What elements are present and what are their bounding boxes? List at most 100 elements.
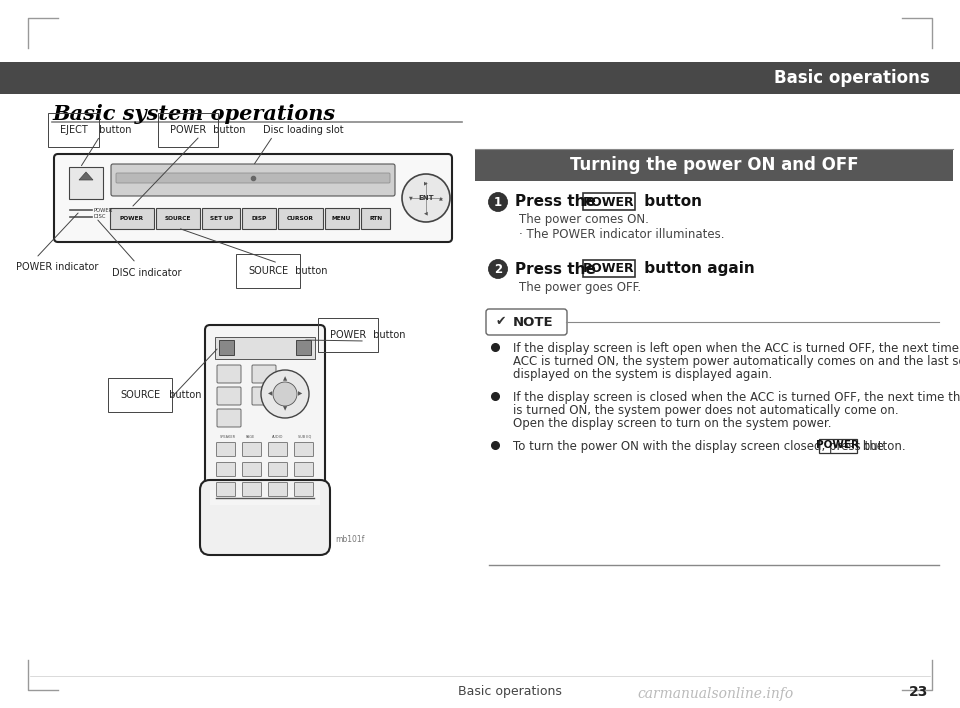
Text: CURSOR: CURSOR xyxy=(287,215,314,220)
Text: NOTE: NOTE xyxy=(513,316,554,329)
FancyBboxPatch shape xyxy=(116,173,390,183)
Text: Turning the power ON and OFF: Turning the power ON and OFF xyxy=(569,156,858,174)
Text: If the display screen is left open when the ACC is turned OFF, the next time the: If the display screen is left open when … xyxy=(513,342,960,355)
FancyBboxPatch shape xyxy=(203,207,240,229)
Text: ENT: ENT xyxy=(419,195,434,201)
FancyBboxPatch shape xyxy=(252,387,276,405)
Text: PAGE: PAGE xyxy=(246,435,255,439)
Text: button again: button again xyxy=(639,261,755,277)
FancyBboxPatch shape xyxy=(200,480,330,555)
Circle shape xyxy=(261,370,309,418)
Text: Disc loading slot: Disc loading slot xyxy=(263,125,344,135)
Text: button: button xyxy=(639,195,702,210)
Text: MENU: MENU xyxy=(332,215,351,220)
FancyBboxPatch shape xyxy=(252,365,276,383)
Bar xyxy=(583,193,635,210)
Text: button: button xyxy=(370,330,405,340)
FancyBboxPatch shape xyxy=(156,207,200,229)
FancyBboxPatch shape xyxy=(243,482,261,496)
FancyBboxPatch shape xyxy=(217,387,241,405)
Text: ◀: ◀ xyxy=(268,392,272,396)
Text: The power goes OFF.: The power goes OFF. xyxy=(519,280,641,294)
Circle shape xyxy=(489,193,508,212)
FancyBboxPatch shape xyxy=(54,154,452,242)
FancyBboxPatch shape xyxy=(219,340,233,355)
Text: ▶: ▶ xyxy=(298,392,302,396)
FancyBboxPatch shape xyxy=(205,325,325,505)
FancyBboxPatch shape xyxy=(242,207,276,229)
Text: displayed on the system is displayed again.: displayed on the system is displayed aga… xyxy=(513,368,772,381)
Text: POWER: POWER xyxy=(170,125,206,135)
Text: Press the: Press the xyxy=(515,261,601,277)
Text: POWER: POWER xyxy=(330,330,367,340)
Text: button: button xyxy=(292,266,327,276)
FancyBboxPatch shape xyxy=(217,409,241,427)
Bar xyxy=(475,149,953,181)
FancyBboxPatch shape xyxy=(69,167,103,199)
FancyBboxPatch shape xyxy=(361,207,391,229)
Text: To turn the power ON with the display screen closed, press the: To turn the power ON with the display sc… xyxy=(513,440,888,453)
Text: SOURCE: SOURCE xyxy=(165,215,191,220)
Text: SOURCE: SOURCE xyxy=(120,390,160,400)
FancyBboxPatch shape xyxy=(215,337,315,359)
Text: Open the display screen to turn on the system power.: Open the display screen to turn on the s… xyxy=(513,417,831,430)
Text: Basic operations: Basic operations xyxy=(775,69,930,87)
FancyBboxPatch shape xyxy=(324,207,359,229)
Text: ▼: ▼ xyxy=(409,195,413,200)
Text: Press the: Press the xyxy=(515,195,601,210)
Text: EJECT: EJECT xyxy=(60,125,87,135)
Text: Basic system operations: Basic system operations xyxy=(52,104,335,124)
Text: 23: 23 xyxy=(908,685,928,699)
FancyBboxPatch shape xyxy=(217,482,235,496)
Text: ◀: ◀ xyxy=(424,210,428,215)
FancyBboxPatch shape xyxy=(217,462,235,476)
Polygon shape xyxy=(79,172,93,180)
FancyBboxPatch shape xyxy=(269,462,287,476)
Text: The power comes ON.: The power comes ON. xyxy=(519,214,649,227)
FancyBboxPatch shape xyxy=(295,482,314,496)
Text: mb101f: mb101f xyxy=(335,535,365,544)
Text: DISP: DISP xyxy=(252,215,267,220)
FancyBboxPatch shape xyxy=(278,207,323,229)
FancyBboxPatch shape xyxy=(295,442,314,457)
Text: button: button xyxy=(96,125,132,135)
Text: 2: 2 xyxy=(494,263,502,276)
Text: Basic operations: Basic operations xyxy=(458,685,562,699)
FancyBboxPatch shape xyxy=(217,442,235,457)
Circle shape xyxy=(273,382,297,406)
FancyBboxPatch shape xyxy=(295,462,314,476)
Text: POWER: POWER xyxy=(94,207,113,212)
Text: ▲: ▲ xyxy=(439,195,443,200)
Text: SET UP: SET UP xyxy=(209,215,232,220)
Bar xyxy=(819,439,856,453)
FancyBboxPatch shape xyxy=(269,482,287,496)
Text: ACC is turned ON, the system power automatically comes on and the last source: ACC is turned ON, the system power autom… xyxy=(513,355,960,368)
Text: RTN: RTN xyxy=(369,215,382,220)
Text: is turned ON, the system power does not automatically come on.: is turned ON, the system power does not … xyxy=(513,404,899,417)
FancyBboxPatch shape xyxy=(243,442,261,457)
Text: POWER indicator: POWER indicator xyxy=(16,262,98,272)
FancyBboxPatch shape xyxy=(109,207,154,229)
Text: 1: 1 xyxy=(494,196,502,209)
Text: AUDIO: AUDIO xyxy=(272,435,283,439)
Text: ▼: ▼ xyxy=(283,406,287,411)
Text: button: button xyxy=(166,390,202,400)
FancyBboxPatch shape xyxy=(243,462,261,476)
Circle shape xyxy=(402,174,450,222)
Text: POWER: POWER xyxy=(583,263,635,275)
Text: · The POWER indicator illuminates.: · The POWER indicator illuminates. xyxy=(519,227,725,241)
Bar xyxy=(210,490,320,505)
Text: carmanualsonline.info: carmanualsonline.info xyxy=(637,687,794,701)
Text: ▲: ▲ xyxy=(283,377,287,382)
Text: button.: button. xyxy=(858,440,905,453)
Text: DISC indicator: DISC indicator xyxy=(112,268,181,278)
Text: SPEAKER: SPEAKER xyxy=(220,435,236,439)
Text: POWER: POWER xyxy=(120,215,144,220)
Text: POWER: POWER xyxy=(816,440,859,450)
Text: ✔: ✔ xyxy=(495,316,506,329)
FancyBboxPatch shape xyxy=(269,442,287,457)
FancyBboxPatch shape xyxy=(111,164,395,196)
Text: ▶: ▶ xyxy=(424,181,428,185)
Text: POWER: POWER xyxy=(583,195,635,208)
FancyBboxPatch shape xyxy=(296,340,310,355)
